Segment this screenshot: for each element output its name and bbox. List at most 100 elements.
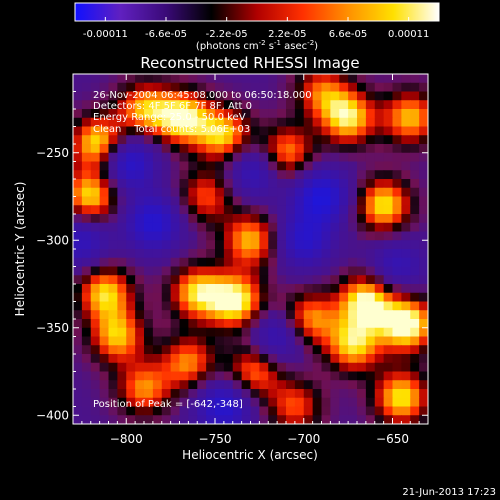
heatmap-cell (357, 74, 367, 84)
heatmap-cell (215, 371, 225, 381)
heatmap-cell (206, 354, 216, 364)
heatmap-cell (161, 336, 172, 346)
heatmap-cell (250, 301, 260, 311)
heatmap-cell (392, 275, 402, 285)
heatmap-cell (232, 144, 243, 154)
heatmap-cell (348, 310, 358, 320)
heatmap-cell (339, 222, 349, 233)
heatmap-cell (303, 345, 314, 355)
heatmap-cell (152, 380, 163, 390)
heatmap-cell (268, 240, 278, 250)
heatmap-cell (152, 266, 163, 276)
heatmap-cell (108, 74, 118, 84)
heatmap-cell (250, 327, 260, 338)
heatmap-cell (339, 231, 349, 241)
heatmap-cell (232, 231, 243, 241)
heatmap-cell (188, 214, 198, 224)
heatmap-cell (197, 170, 207, 180)
heatmap-cell (170, 371, 181, 381)
heatmap-cell (152, 205, 163, 215)
heatmap-cell (259, 371, 269, 381)
heatmap-cell (188, 284, 198, 294)
heatmap-cell (250, 240, 260, 250)
heatmap-cell (365, 319, 376, 329)
heatmap-cell (144, 214, 154, 224)
heatmap-cell (188, 100, 198, 110)
heatmap-cell (117, 371, 127, 381)
heatmap-cell (197, 292, 207, 303)
heatmap-cell (161, 389, 172, 399)
heatmap-cell (419, 240, 428, 250)
heatmap-cell (241, 319, 252, 329)
heatmap-cell (374, 187, 385, 198)
heatmap-cell (250, 214, 260, 224)
heatmap-cell (152, 196, 163, 206)
heatmap-cell (232, 371, 243, 381)
heatmap-cell (161, 301, 172, 311)
heatmap-cell (259, 415, 269, 424)
heatmap-cell (73, 214, 83, 224)
heatmap-cell (321, 231, 331, 241)
heatmap-cell (374, 240, 385, 250)
heatmap-cell (374, 170, 385, 180)
heatmap-cell (365, 406, 376, 416)
heatmap-cell (206, 327, 216, 338)
heatmap-cell (73, 82, 83, 93)
heatmap-cell (170, 284, 181, 294)
heatmap-cell (401, 205, 411, 215)
heatmap-cell (73, 345, 83, 355)
heatmap-cell (250, 231, 260, 241)
heatmap-cell (277, 354, 287, 364)
heatmap-cell (250, 126, 260, 136)
heatmap-cell (374, 284, 385, 294)
heatmap-cell (365, 310, 376, 320)
heatmap-cell (117, 135, 127, 145)
heatmap-cell (170, 415, 181, 424)
heatmap-cell (348, 117, 358, 128)
heatmap-cell (348, 109, 358, 119)
heatmap-cell (348, 371, 358, 381)
heatmap-cell (90, 354, 101, 364)
heatmap-cell (419, 126, 428, 136)
heatmap-cell (383, 371, 394, 381)
heatmap-cell (144, 222, 154, 233)
heatmap-cell (152, 240, 163, 250)
heatmap-cell (81, 275, 92, 285)
heatmap-cell (73, 397, 83, 408)
heatmap-cell (294, 74, 305, 84)
heatmap-cell (357, 345, 367, 355)
heatmap-cell (144, 144, 154, 154)
heatmap-cell (223, 187, 234, 198)
x-axis: −800 −750 −700 −650 (81, 74, 429, 446)
observation-info: 26-Nov-2004 06:45:08.000 to 06:50:18.000… (93, 90, 312, 135)
heatmap-cell (392, 319, 402, 329)
heatmap-cell (383, 389, 394, 399)
heatmap-cell (277, 415, 287, 424)
heatmap-cell (81, 257, 92, 268)
heatmap-cell (108, 222, 118, 233)
heatmap-cell (339, 292, 349, 303)
heatmap-cell (232, 275, 243, 285)
heatmap-cell (152, 415, 163, 424)
heatmap-cell (117, 275, 127, 285)
heatmap-cell (90, 222, 101, 233)
heatmap-cell (259, 284, 269, 294)
heatmap-cell (348, 266, 358, 276)
heatmap-cell (206, 319, 216, 329)
heatmap-cell (117, 170, 127, 180)
heatmap-cell (410, 109, 420, 119)
heatmap-cell (206, 222, 216, 233)
heatmap-cell (330, 179, 340, 189)
heatmap-cell (348, 354, 358, 364)
heatmap-cell (401, 170, 411, 180)
heatmap-cell (259, 336, 269, 346)
heatmap-cell (90, 362, 101, 373)
heatmap-cell (259, 91, 269, 101)
heatmap-cell (108, 362, 118, 373)
heatmap-cell (108, 100, 118, 110)
heatmap-cell (135, 301, 145, 311)
heatmap-cell (392, 109, 402, 119)
heatmap-cell (135, 179, 145, 189)
heatmap-cell (99, 240, 110, 250)
